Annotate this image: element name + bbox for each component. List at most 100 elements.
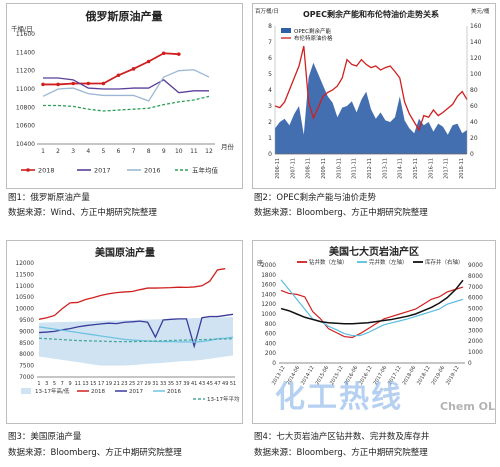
- x-tick-label: 12: [205, 148, 213, 155]
- y-tick-label: 7000: [19, 375, 34, 381]
- x-tick-label: 19: [106, 381, 112, 387]
- x-tick-label: 4: [86, 148, 90, 155]
- y-tick-label-left: 5: [268, 71, 272, 78]
- y-tick-label: 8500: [19, 341, 34, 347]
- y-tick-label: 11000: [16, 284, 35, 290]
- x-tick-label: 2018-11: [459, 158, 465, 179]
- y-tick-label-right: 2000: [468, 339, 483, 345]
- legend-label: 2017: [129, 389, 143, 395]
- y-tick-label-right: 1000: [468, 350, 483, 356]
- legend-label: 五年均值: [192, 166, 219, 175]
- x-tick-label: 7: [132, 148, 136, 155]
- legend-label: 13-17年高/低: [35, 387, 70, 395]
- x-tick-label: 3: [71, 148, 75, 155]
- series-line-brent: [274, 45, 468, 132]
- x-tick-label: 15: [90, 381, 96, 387]
- y-tick-label: 11400: [16, 49, 35, 56]
- x-tick-label: 21: [113, 381, 119, 387]
- y-tick-label-left: 1600: [261, 283, 276, 289]
- x-tick-label: 2014-11: [398, 158, 404, 179]
- series-line-库存井（右轴）: [280, 279, 464, 325]
- x-tick-label: 13: [82, 381, 88, 387]
- y-tick-label-right: 160: [470, 23, 482, 30]
- x-axis-label: 月份: [221, 142, 235, 151]
- y-axis-label-right: 美元/桶: [471, 7, 490, 15]
- series-line-2017: [43, 77, 209, 94]
- x-tick-label: 2017-11: [444, 158, 450, 179]
- x-tick-label: 43: [199, 381, 205, 387]
- watermark-text: 化工热线: [275, 380, 403, 415]
- caption-fig4-title: 图4：七大页岩油产区钻井数、完井数及库存井: [254, 432, 430, 442]
- data-point: [116, 73, 121, 78]
- y-tick-label: 9500: [19, 318, 34, 324]
- x-tick-label: 35: [168, 381, 174, 387]
- legend-label: 2017: [94, 167, 111, 175]
- y-tick-label-right: 0: [470, 151, 474, 158]
- data-point: [146, 59, 151, 64]
- x-tick-label: 10: [175, 148, 183, 155]
- x-tick-label: 6: [117, 148, 121, 155]
- x-tick-label: 37: [175, 381, 181, 387]
- y-tick-label-right: 100: [470, 71, 482, 78]
- y-tick-label-left: 0: [268, 151, 272, 158]
- legend-label: 库存井（右轴）: [425, 258, 464, 266]
- legend-label: 2018: [91, 389, 105, 395]
- y-tick-label-left: 0: [272, 361, 276, 367]
- y-tick-label-left: 1400: [261, 292, 276, 298]
- x-tick-label: 5: [101, 148, 105, 155]
- y-tick-label-right: 6000: [468, 296, 483, 302]
- y-tick-label: 11600: [16, 31, 35, 38]
- x-tick-label: 11: [75, 381, 81, 387]
- y-axis-label-left: 座: [257, 259, 263, 267]
- legend-marker: [26, 168, 30, 172]
- y-tick-label-right: 80: [470, 87, 478, 94]
- y-tick-label: 11500: [16, 272, 35, 278]
- y-tick-label-right: 8000: [468, 274, 483, 280]
- chart-panel-russia-output: 俄罗斯原油产量 千桶/日 月份 10400 10600 10800 11000 11200 11…: [6, 3, 243, 189]
- x-tick-label: 27: [137, 381, 143, 387]
- x-tick-label: 1: [37, 381, 40, 387]
- x-tick-label: 2012-11: [367, 158, 373, 179]
- y-tick-label-left: 2: [268, 119, 272, 126]
- x-tick-label: 2009-11: [321, 158, 327, 179]
- x-tick-label: 2016-11: [428, 158, 434, 179]
- data-point: [86, 81, 91, 86]
- series-line-2016: [42, 69, 210, 102]
- legend-swatch-area: [281, 28, 291, 33]
- x-tick-label: 2010-11: [336, 158, 342, 179]
- chart-panel-opec: OPEC剩余产能和布伦特油价走势关系 百万桶/日 美元/桶 0 1 2 3 4 5 6 7 8 0 20 4…: [252, 3, 496, 189]
- series-line-2017: [38, 313, 234, 349]
- y-tick-label-left: 200: [265, 351, 276, 357]
- y-tick-label-left: 6: [268, 55, 272, 62]
- y-tick-label: 7500: [19, 364, 34, 370]
- x-tick-label: 47: [214, 381, 220, 387]
- x-tick-label: 2019-12: [445, 365, 461, 386]
- caption-fig2-source: 数据来源：Bloomberg、方正中期研究院整理: [254, 208, 428, 218]
- series-line-2018: [43, 52, 179, 86]
- x-tick-label: 11: [190, 148, 198, 155]
- x-tick-label: 2018-06: [402, 365, 418, 386]
- y-tick-label-right: 120: [470, 55, 482, 62]
- y-tick-label-left: 1: [268, 135, 272, 142]
- y-tick-label: 10500: [16, 295, 35, 301]
- y-tick-label-right: 140: [470, 39, 482, 46]
- data-point: [56, 82, 60, 87]
- x-tick-label: 39: [183, 381, 189, 387]
- y-tick-label: 10800: [16, 104, 35, 111]
- x-tick-label: 2019-06: [431, 365, 447, 386]
- caption-fig2-title: 图2：OPEC剩余产能与油价走势: [254, 193, 377, 203]
- caption-fig3-source: 数据来源：Bloomberg、方正中期研究院整理: [8, 448, 182, 458]
- y-tick-label-left: 3: [268, 103, 272, 110]
- y-tick-label: 8000: [19, 352, 34, 358]
- data-point: [177, 52, 181, 56]
- y-tick-label: 12000: [16, 261, 35, 267]
- x-tick-label: 49: [222, 381, 228, 387]
- x-tick-label: 2006-11: [275, 158, 281, 179]
- legend-label: OPEC剩余产能: [294, 27, 331, 35]
- legend-label: 完井数（左轴）: [369, 258, 408, 266]
- y-tick-label: 11200: [16, 68, 35, 75]
- data-point: [131, 67, 136, 71]
- y-tick-label-right: 40: [470, 119, 478, 126]
- x-tick-label: 51: [230, 381, 236, 387]
